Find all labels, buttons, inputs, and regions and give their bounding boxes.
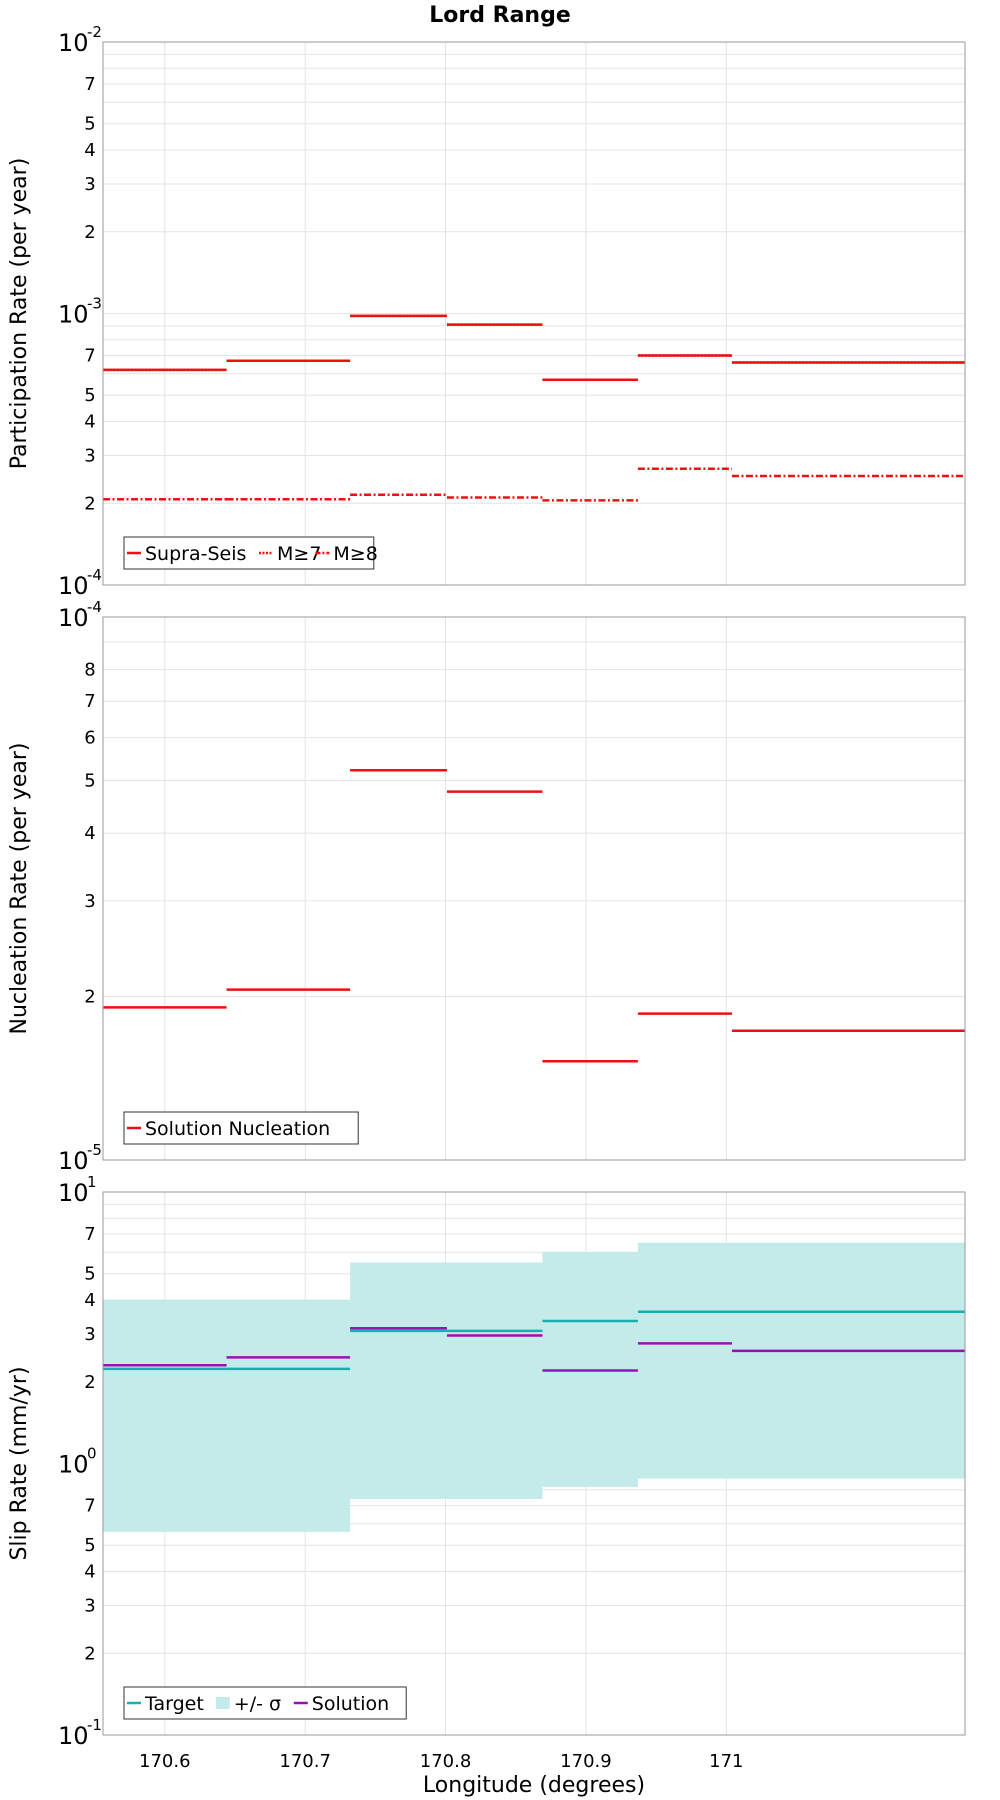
series-Solution Nucleation: [103, 769, 965, 1063]
legend-label: M≥8: [333, 543, 377, 565]
y-tick-label: 2: [84, 1372, 95, 1393]
legend-box: [123, 1686, 407, 1720]
series-Target: [103, 1310, 965, 1371]
y-tick-exponent: 0: [87, 1445, 97, 1463]
y-tick-label: 10: [58, 572, 89, 600]
y-tick-exponent: -4: [87, 566, 102, 584]
y-tick-label: 10: [58, 1722, 89, 1750]
y-tick-exponent: -3: [87, 295, 102, 313]
x-tick-label: 170.9: [560, 1751, 612, 1772]
series-M≥7: [103, 314, 965, 382]
x-tick-label: 170.7: [279, 1751, 331, 1772]
figure-title: Lord Range: [429, 3, 571, 28]
y-axis-label: Slip Rate (mm/yr): [7, 1366, 32, 1560]
legend-label: Supra-Seis: [145, 543, 246, 565]
y-tick-label: 7: [84, 1224, 95, 1245]
y-tick-label: 3: [84, 1324, 95, 1345]
y-tick-label: 10: [58, 29, 89, 57]
x-tick-label: 171: [709, 1751, 743, 1772]
y-tick-exponent: -1: [87, 1716, 102, 1734]
y-tick-label: 2: [84, 1643, 95, 1664]
legend: Target +/- σ Solution: [123, 1686, 407, 1720]
y-tick-label: 2: [84, 987, 95, 1008]
y-tick-label: 2: [84, 493, 95, 514]
y-tick-label: 4: [84, 1290, 95, 1311]
y-tick-label: 5: [84, 1264, 95, 1285]
plot-frame: [102, 41, 966, 586]
x-tick-label: 170.8: [420, 1751, 472, 1772]
y-tick-label: 3: [84, 891, 95, 912]
grid: [103, 617, 965, 1160]
legend: Supra-Seis M≥7 M≥8: [123, 536, 378, 570]
y-axis-label: Participation Rate (per year): [7, 158, 32, 470]
series-M≥8: [103, 467, 965, 502]
y-tick-label: 7: [84, 691, 95, 712]
y-tick-label: 10: [58, 1179, 89, 1207]
plot-area: [103, 617, 965, 1160]
y-tick-label: 5: [84, 770, 95, 791]
grid: [103, 42, 965, 585]
y-tick-label: 10: [58, 1451, 89, 1479]
band-rect: [103, 1300, 351, 1532]
legend-label: +/- σ: [234, 1693, 281, 1715]
legend-box: [123, 1111, 359, 1145]
plot-frame: [102, 616, 966, 1161]
y-tick-label: 4: [84, 412, 95, 433]
legend-swatch: [215, 1697, 230, 1709]
legend-box: [123, 536, 375, 570]
y-tick-exponent: -4: [87, 598, 102, 616]
y-tick-label: 6: [84, 727, 95, 748]
y-tick-label: 4: [84, 140, 95, 161]
band-rect: [350, 1262, 543, 1500]
plot-frame: [102, 1191, 966, 1736]
y-tick-label: 10: [58, 301, 89, 329]
y-tick-label: 3: [84, 445, 95, 466]
series-Solution: [103, 1326, 965, 1372]
y-tick-exponent: -2: [87, 23, 102, 41]
y-tick-label: 5: [84, 1535, 95, 1556]
y-tick-label: 4: [84, 1562, 95, 1583]
x-axis-label: Longitude (degrees): [423, 1773, 645, 1798]
legend-label: M≥7: [277, 543, 321, 565]
y-tick-label: 10: [58, 1147, 89, 1175]
y-tick-label: 5: [84, 114, 95, 135]
y-tick-label: 10: [58, 604, 89, 632]
y-tick-exponent: -5: [87, 1141, 102, 1159]
y-tick-label: 8: [84, 660, 95, 681]
y-tick-label: 7: [84, 74, 95, 95]
y-tick-label: 3: [84, 1595, 95, 1616]
legend-label: Solution Nucleation: [145, 1118, 330, 1140]
x-tick-label: 170.6: [139, 1751, 191, 1772]
y-tick-label: 7: [84, 1496, 95, 1517]
y-tick-exponent: 1: [87, 1173, 97, 1191]
y-tick-label: 4: [84, 823, 95, 844]
y-tick-label: 7: [84, 346, 95, 367]
y-tick-label: 3: [84, 174, 95, 195]
y-axis-label: Nucleation Rate (per year): [7, 743, 32, 1035]
legend-label: Target: [144, 1693, 204, 1715]
legend: Solution Nucleation: [123, 1111, 359, 1145]
band-rect: [637, 1242, 965, 1479]
y-tick-label: 5: [84, 385, 95, 406]
legend-label: Solution: [312, 1693, 389, 1715]
y-tick-label: 2: [84, 222, 95, 243]
